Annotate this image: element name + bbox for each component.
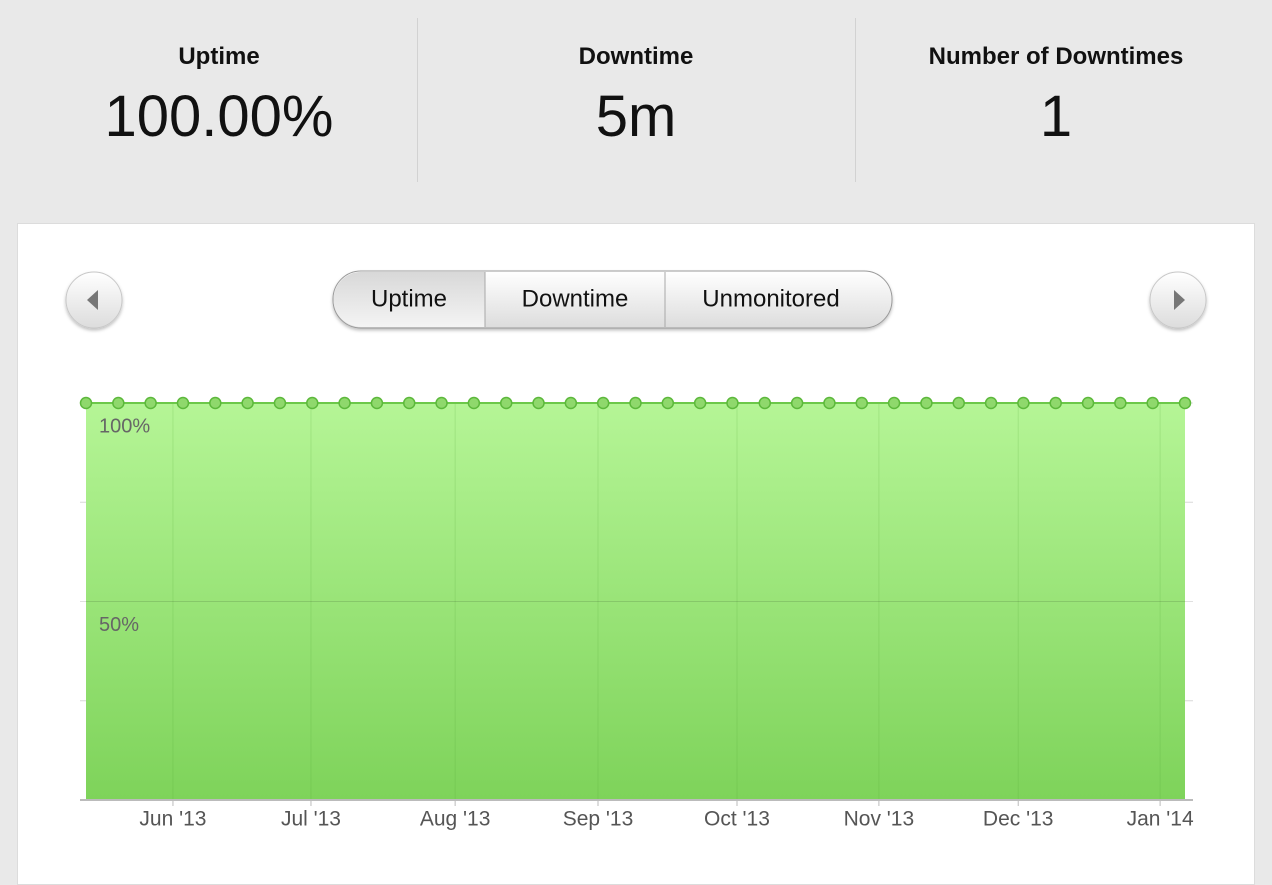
point [629, 396, 642, 410]
point [241, 396, 254, 410]
point [790, 396, 804, 410]
point [823, 396, 836, 410]
stat-value: 1 [1039, 84, 1073, 149]
point [920, 396, 933, 410]
separator [417, 18, 418, 182]
point [693, 396, 707, 410]
separator [855, 18, 856, 182]
point [273, 396, 287, 410]
point [1049, 396, 1062, 410]
point [887, 396, 901, 410]
point [661, 396, 675, 410]
point [1178, 396, 1192, 410]
tab[interactable]: Uptime [371, 285, 447, 312]
point [402, 396, 416, 410]
point [79, 396, 93, 410]
stat-label: Uptime [178, 43, 260, 70]
point [144, 396, 157, 410]
point [984, 396, 998, 410]
segmented-control [332, 270, 893, 329]
point [1114, 396, 1127, 410]
stat-value: 5m [595, 84, 677, 149]
point [1017, 396, 1030, 410]
point [952, 396, 965, 410]
stat-value: 100.00% [104, 84, 334, 149]
tab[interactable]: Downtime [522, 285, 629, 312]
point [758, 396, 772, 410]
point [1146, 396, 1159, 410]
point [564, 396, 578, 410]
x-tick-label: Jun '13 [139, 808, 206, 831]
point [435, 396, 448, 410]
y-tick-label: 100% [99, 415, 150, 437]
stat: Downtime 5m [417, 18, 855, 182]
stat: Uptime 100.00% [0, 18, 438, 182]
point [209, 396, 222, 410]
point [176, 396, 190, 410]
x-tick-label: Jan '14 [1127, 808, 1194, 831]
point [855, 396, 869, 410]
point [467, 396, 481, 410]
chart: Uptime Downtime Unmonitored 50% 100% Jun '13 J… [65, 270, 1207, 831]
next-button[interactable] [1149, 271, 1207, 329]
point [306, 396, 319, 410]
stat-label: Number of Downtimes [928, 43, 1184, 70]
point [499, 396, 513, 410]
x-tick-label: Nov '13 [844, 808, 915, 831]
x-tick-label: Oct '13 [704, 808, 770, 831]
area [86, 403, 1185, 800]
point [1081, 396, 1095, 410]
x-tick-label: Sep '13 [563, 808, 634, 831]
y-tick-label: 50% [99, 614, 139, 636]
point [532, 396, 545, 410]
point [726, 396, 739, 410]
prev-button[interactable] [65, 271, 123, 329]
x-tick-label: Dec '13 [983, 808, 1054, 831]
x-tick-label: Aug '13 [420, 808, 491, 831]
stat-label: Downtime [578, 43, 694, 70]
stat: Number of Downtimes 1 [837, 18, 1272, 182]
point [370, 396, 384, 410]
point [338, 396, 351, 410]
point [596, 396, 610, 410]
stats-bar: Uptime 100.00% Downtime 5m Number of Downt… [0, 0, 1272, 200]
point [112, 396, 125, 410]
x-tick-label: Jul '13 [281, 808, 341, 831]
tab[interactable]: Unmonitored [702, 285, 839, 312]
